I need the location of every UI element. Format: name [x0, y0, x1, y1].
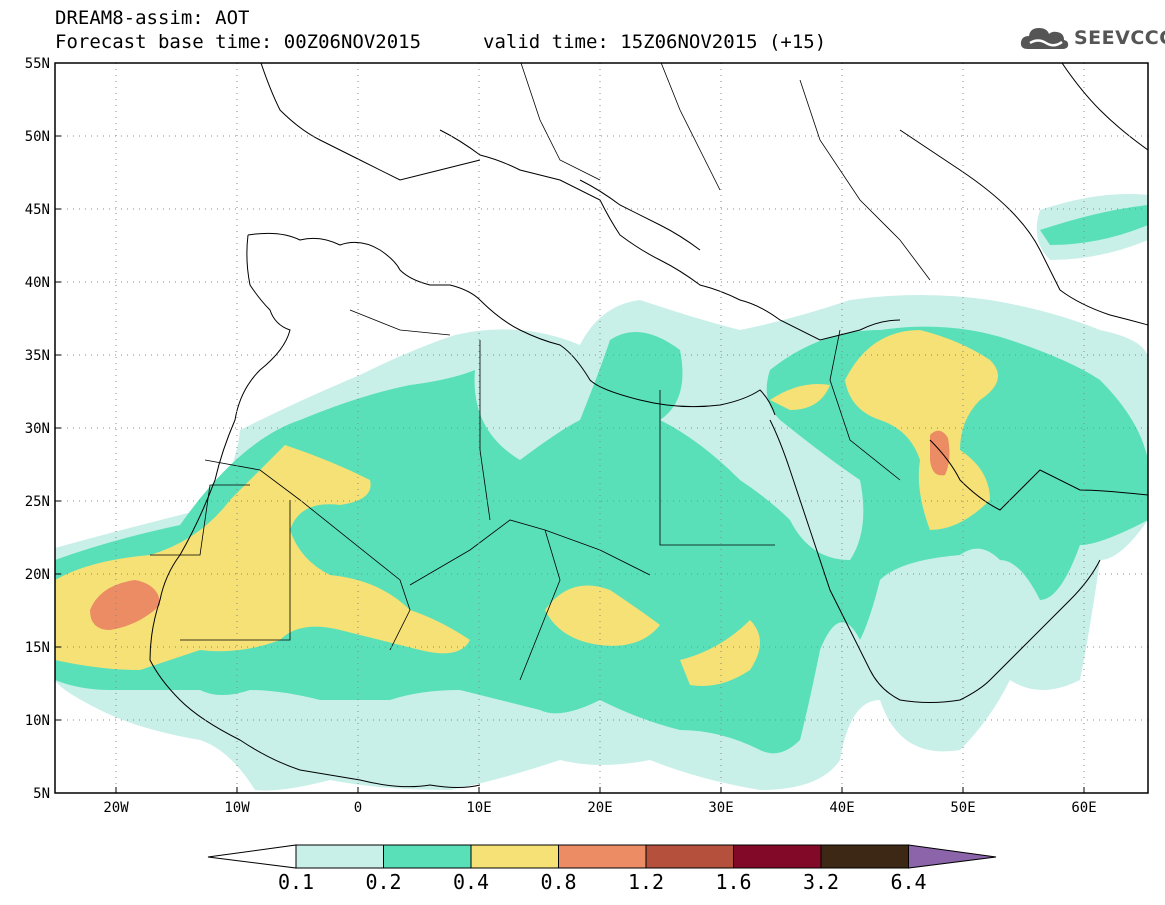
logo-text: SEEVCCC [1074, 27, 1165, 49]
cloud-icon [1020, 28, 1069, 49]
lat-label: 15N [25, 640, 50, 656]
legend-swatch-above [908, 844, 997, 869]
legend-label: 0.4 [452, 870, 490, 894]
legend-swatch [383, 844, 472, 869]
legend-label: 1.2 [627, 870, 665, 894]
legend-swatch [733, 844, 822, 869]
seevccc-logo: SEEVCCC [1018, 22, 1165, 54]
lat-label: 20N [25, 567, 50, 583]
legend-label: 1.6 [715, 870, 752, 894]
lon-label: 60E [1071, 800, 1096, 816]
lat-label: 35N [25, 348, 50, 364]
ticks [55, 62, 1085, 793]
color-legend [207, 844, 997, 869]
latitude-labels: 55N 50N 45N 40N 35N 30N 25N 20N 15N 10N … [25, 56, 50, 802]
lat-label: 25N [25, 494, 50, 510]
map-title: DREAM8-assim: AOT [55, 7, 250, 29]
legend-label: 0.8 [540, 870, 577, 894]
lat-label: 40N [25, 275, 50, 291]
legend-label: 0.2 [365, 870, 402, 894]
legend-label: 6.4 [890, 870, 927, 894]
lon-label: 0 [354, 800, 362, 816]
legend-swatch-below [207, 844, 297, 869]
lon-label: 40E [829, 800, 854, 816]
legend-swatch [558, 844, 647, 869]
lat-label: 50N [25, 129, 50, 145]
lat-label: 55N [25, 56, 50, 72]
base-time-label: Forecast base time: 00Z06NOV2015 [55, 31, 422, 53]
legend-label: 0.1 [277, 870, 315, 894]
lat-label: 5N [33, 786, 50, 802]
lat-label: 45N [25, 202, 50, 218]
lon-label: 30E [708, 800, 733, 816]
legend-swatch [645, 844, 734, 869]
legend-swatch [295, 844, 384, 869]
lat-label: 10N [25, 713, 50, 729]
aot-band-0.8 [90, 430, 950, 630]
legend-label: 3.2 [802, 870, 840, 894]
lon-label: 10E [466, 800, 491, 816]
lon-label: 20W [103, 800, 129, 816]
graticule [55, 63, 1148, 793]
aot-field [55, 63, 1148, 793]
lon-label: 50E [950, 800, 975, 816]
longitude-labels: 20W 10W 0 10E 20E 30E 40E 50E 60E [103, 800, 1096, 816]
valid-time-label: valid time: 15Z06NOV2015 (+15) [483, 31, 827, 53]
lon-label: 20E [587, 800, 612, 816]
lon-label: 10W [224, 800, 250, 816]
coastlines [149, 63, 1148, 788]
country-borders [150, 63, 931, 681]
legend-swatch [470, 844, 559, 869]
legend-swatch [820, 844, 909, 869]
lat-label: 30N [25, 421, 50, 437]
